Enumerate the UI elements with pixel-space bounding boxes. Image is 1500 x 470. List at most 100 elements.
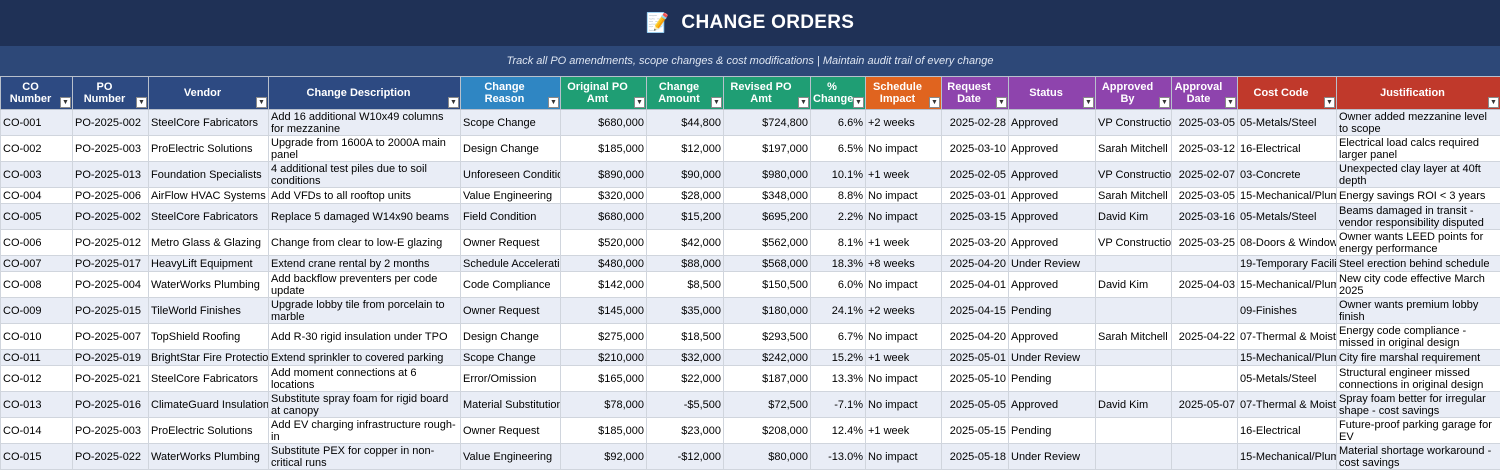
table-cell[interactable]: 2.2% <box>811 204 866 230</box>
table-cell[interactable]: $12,000 <box>647 136 724 162</box>
table-cell[interactable]: Approved <box>1009 230 1096 256</box>
table-cell[interactable]: 2025-02-05 <box>942 162 1009 188</box>
table-cell[interactable]: Substitute PEX for copper in non-critica… <box>269 444 461 470</box>
table-cell[interactable]: PO-2025-006 <box>73 188 149 204</box>
table-cell[interactable]: $680,000 <box>561 110 647 136</box>
table-cell[interactable] <box>1096 298 1172 324</box>
table-cell[interactable]: No impact <box>866 366 942 392</box>
table-cell[interactable]: 09-Finishes <box>1238 298 1337 324</box>
table-cell[interactable]: $348,000 <box>724 188 811 204</box>
table-cell[interactable]: CO-005 <box>1 204 73 230</box>
table-cell[interactable]: $88,000 <box>647 256 724 272</box>
table-cell[interactable]: $78,000 <box>561 392 647 418</box>
table-cell[interactable]: SteelCore Fabricators <box>149 110 269 136</box>
table-cell[interactable]: $197,000 <box>724 136 811 162</box>
table-cell[interactable]: $35,000 <box>647 298 724 324</box>
table-cell[interactable] <box>1096 350 1172 366</box>
table-cell[interactable]: +2 weeks <box>866 110 942 136</box>
table-cell[interactable]: $187,000 <box>724 366 811 392</box>
filter-dropdown-icon[interactable]: ▼ <box>996 97 1007 108</box>
table-cell[interactable]: $210,000 <box>561 350 647 366</box>
table-cell[interactable]: 2025-04-01 <box>942 272 1009 298</box>
table-cell[interactable]: Owner Request <box>461 418 561 444</box>
table-cell[interactable]: $22,000 <box>647 366 724 392</box>
table-cell[interactable] <box>1096 418 1172 444</box>
filter-dropdown-icon[interactable]: ▼ <box>256 97 267 108</box>
table-cell[interactable]: Add R-30 rigid insulation under TPO <box>269 324 461 350</box>
table-cell[interactable]: TopShield Roofing <box>149 324 269 350</box>
table-cell[interactable]: Value Engineering <box>461 188 561 204</box>
table-cell[interactable]: $695,200 <box>724 204 811 230</box>
table-cell[interactable]: Extend crane rental by 2 months <box>269 256 461 272</box>
table-cell[interactable]: Pending <box>1009 366 1096 392</box>
table-cell[interactable]: 6.7% <box>811 324 866 350</box>
table-cell[interactable]: 2025-04-03 <box>1172 272 1238 298</box>
table-cell[interactable]: $185,000 <box>561 136 647 162</box>
table-cell[interactable]: Energy code compliance - missed in origi… <box>1337 324 1500 350</box>
table-cell[interactable]: PO-2025-013 <box>73 162 149 188</box>
filter-dropdown-icon[interactable]: ▼ <box>448 97 459 108</box>
table-cell[interactable]: Add VFDs to all rooftop units <box>269 188 461 204</box>
table-cell[interactable]: Under Review <box>1009 444 1096 470</box>
table-cell[interactable]: Add moment connections at 6 locations <box>269 366 461 392</box>
table-cell[interactable]: Energy savings ROI < 3 years <box>1337 188 1500 204</box>
table-cell[interactable]: +2 weeks <box>866 298 942 324</box>
table-cell[interactable]: +1 week <box>866 162 942 188</box>
filter-dropdown-icon[interactable]: ▼ <box>1324 97 1335 108</box>
table-cell[interactable]: ProElectric Solutions <box>149 136 269 162</box>
filter-dropdown-icon[interactable]: ▼ <box>929 97 940 108</box>
table-cell[interactable]: No impact <box>866 444 942 470</box>
table-cell[interactable]: Approved <box>1009 204 1096 230</box>
table-cell[interactable] <box>1172 366 1238 392</box>
table-cell[interactable]: 2025-03-12 <box>1172 136 1238 162</box>
table-cell[interactable] <box>1172 256 1238 272</box>
table-cell[interactable]: 15-Mechanical/Plumbing <box>1238 350 1337 366</box>
table-cell[interactable]: $724,800 <box>724 110 811 136</box>
table-cell[interactable]: CO-013 <box>1 392 73 418</box>
table-cell[interactable]: Design Change <box>461 136 561 162</box>
table-cell[interactable]: SteelCore Fabricators <box>149 204 269 230</box>
table-cell[interactable]: Material Substitution <box>461 392 561 418</box>
table-cell[interactable]: 15-Mechanical/Plumbing <box>1238 444 1337 470</box>
table-cell[interactable]: $208,000 <box>724 418 811 444</box>
table-cell[interactable]: PO-2025-019 <box>73 350 149 366</box>
filter-dropdown-icon[interactable]: ▼ <box>1488 97 1499 108</box>
table-cell[interactable]: Value Engineering <box>461 444 561 470</box>
table-cell[interactable]: +1 week <box>866 350 942 366</box>
table-cell[interactable]: 2025-03-25 <box>1172 230 1238 256</box>
table-cell[interactable]: Substitute spray foam for rigid board at… <box>269 392 461 418</box>
table-cell[interactable]: 07-Thermal & Moisture <box>1238 392 1337 418</box>
filter-dropdown-icon[interactable]: ▼ <box>1159 97 1170 108</box>
table-cell[interactable]: TileWorld Finishes <box>149 298 269 324</box>
table-cell[interactable]: $180,000 <box>724 298 811 324</box>
table-cell[interactable]: -$5,500 <box>647 392 724 418</box>
table-cell[interactable]: Pending <box>1009 298 1096 324</box>
table-cell[interactable]: Upgrade from 1600A to 2000A main panel <box>269 136 461 162</box>
table-cell[interactable]: Extend sprinkler to covered parking <box>269 350 461 366</box>
table-cell[interactable]: Scope Change <box>461 350 561 366</box>
table-cell[interactable]: $145,000 <box>561 298 647 324</box>
table-cell[interactable]: 05-Metals/Steel <box>1238 204 1337 230</box>
table-cell[interactable] <box>1172 298 1238 324</box>
table-cell[interactable]: CO-004 <box>1 188 73 204</box>
table-cell[interactable]: Code Compliance <box>461 272 561 298</box>
table-cell[interactable] <box>1172 350 1238 366</box>
table-cell[interactable]: $72,500 <box>724 392 811 418</box>
table-cell[interactable]: $890,000 <box>561 162 647 188</box>
table-cell[interactable]: Owner wants LEED points for energy perfo… <box>1337 230 1500 256</box>
table-cell[interactable]: $242,000 <box>724 350 811 366</box>
table-cell[interactable]: $92,000 <box>561 444 647 470</box>
filter-dropdown-icon[interactable]: ▼ <box>634 97 645 108</box>
table-cell[interactable]: Schedule Acceleration <box>461 256 561 272</box>
table-cell[interactable]: No impact <box>866 324 942 350</box>
table-cell[interactable]: Electrical load calcs required larger pa… <box>1337 136 1500 162</box>
table-cell[interactable]: 16-Electrical <box>1238 418 1337 444</box>
table-cell[interactable]: $15,200 <box>647 204 724 230</box>
table-cell[interactable]: Foundation Specialists <box>149 162 269 188</box>
table-cell[interactable]: 2025-05-05 <box>942 392 1009 418</box>
